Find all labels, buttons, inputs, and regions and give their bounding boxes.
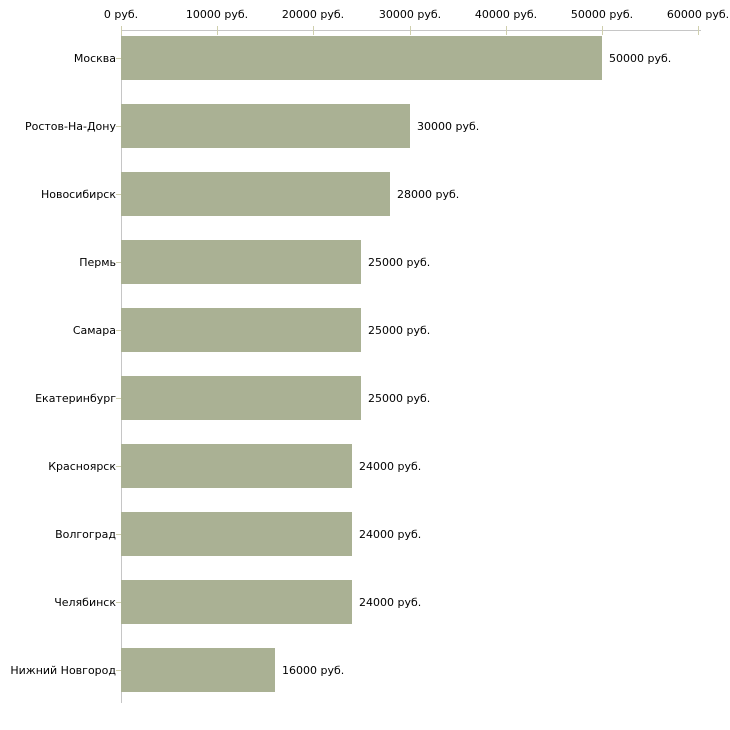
x-axis-line xyxy=(121,30,701,31)
y-axis-line xyxy=(121,30,122,703)
x-tick-label: 50000 руб. xyxy=(570,8,634,21)
x-tick-mark xyxy=(217,26,218,35)
value-label: 30000 руб. xyxy=(417,119,480,133)
bar-area: 30000 руб. xyxy=(121,92,730,160)
category-tick xyxy=(116,125,121,127)
bar-area: 24000 руб. xyxy=(121,500,730,568)
bar-row: Челябинск 24000 руб. xyxy=(0,568,730,636)
category-label: Пермь xyxy=(79,255,116,269)
x-tick-label: 10000 руб. xyxy=(185,8,249,21)
bar-area: 25000 руб. xyxy=(121,364,730,432)
category-label: Красноярск xyxy=(48,459,116,473)
value-label: 24000 руб. xyxy=(359,527,422,541)
bar xyxy=(121,376,361,420)
bar xyxy=(121,648,275,692)
category-tick xyxy=(116,329,121,331)
category-tick xyxy=(116,193,121,195)
x-tick-label: 60000 руб. xyxy=(666,8,730,21)
value-label: 16000 руб. xyxy=(282,663,345,677)
bar-row: Екатеринбург 25000 руб. xyxy=(0,364,730,432)
bar xyxy=(121,104,410,148)
bar xyxy=(121,444,352,488)
x-tick-mark xyxy=(121,26,122,35)
category-tick xyxy=(116,397,121,399)
value-label: 28000 руб. xyxy=(397,187,460,201)
bar xyxy=(121,36,602,80)
x-tick-mark xyxy=(698,26,699,35)
category-label: Москва xyxy=(73,51,116,65)
bar-area: 25000 руб. xyxy=(121,228,730,296)
value-label: 50000 руб. xyxy=(609,51,672,65)
category-label: Ростов-На-Дону xyxy=(24,119,116,133)
x-tick-label: 30000 руб. xyxy=(378,8,442,21)
bar-row: Новосибирск 28000 руб. xyxy=(0,160,730,228)
category-tick xyxy=(116,601,121,603)
category-tick xyxy=(116,465,121,467)
category-tick xyxy=(116,533,121,535)
x-tick-mark xyxy=(410,26,411,35)
bar-area: 25000 руб. xyxy=(121,296,730,364)
category-label: Новосибирск xyxy=(40,187,116,201)
category-label: Волгоград xyxy=(55,527,116,541)
category-tick xyxy=(116,261,121,263)
value-label: 25000 руб. xyxy=(368,323,431,337)
value-label: 25000 руб. xyxy=(368,255,431,269)
bar xyxy=(121,580,352,624)
bar xyxy=(121,240,361,284)
x-tick-label: 20000 руб. xyxy=(281,8,345,21)
bar-area: 24000 руб. xyxy=(121,432,730,500)
value-label: 25000 руб. xyxy=(368,391,431,405)
category-label: Челябинск xyxy=(54,595,116,609)
bar-row: Волгоград 24000 руб. xyxy=(0,500,730,568)
bar-row: Пермь 25000 руб. xyxy=(0,228,730,296)
bar-area: 28000 руб. xyxy=(121,160,730,228)
value-label: 24000 руб. xyxy=(359,595,422,609)
value-label: 24000 руб. xyxy=(359,459,422,473)
category-tick xyxy=(116,57,121,59)
bar-area: 16000 руб. xyxy=(121,636,730,704)
category-tick xyxy=(116,669,121,671)
category-label: Нижний Новгород xyxy=(10,663,116,677)
bars-container: Москва 50000 руб. Ростов-На-Дону 30000 р… xyxy=(0,24,730,704)
bar-row: Ростов-На-Дону 30000 руб. xyxy=(0,92,730,160)
bar xyxy=(121,308,361,352)
x-tick-mark xyxy=(313,26,314,35)
x-tick-label: 0 руб. xyxy=(103,8,139,21)
category-label: Самара xyxy=(72,323,116,337)
bar-area: 24000 руб. xyxy=(121,568,730,636)
bar-row: Самара 25000 руб. xyxy=(0,296,730,364)
bar-row: Нижний Новгород 16000 руб. xyxy=(0,636,730,704)
bar xyxy=(121,172,390,216)
category-label: Екатеринбург xyxy=(35,391,116,405)
x-tick-mark xyxy=(602,26,603,35)
bar xyxy=(121,512,352,556)
bar-area: 50000 руб. xyxy=(121,24,730,92)
bar-row: Красноярск 24000 руб. xyxy=(0,432,730,500)
bar-row: Москва 50000 руб. xyxy=(0,24,730,92)
x-tick-label: 40000 руб. xyxy=(474,8,538,21)
x-tick-mark xyxy=(506,26,507,35)
